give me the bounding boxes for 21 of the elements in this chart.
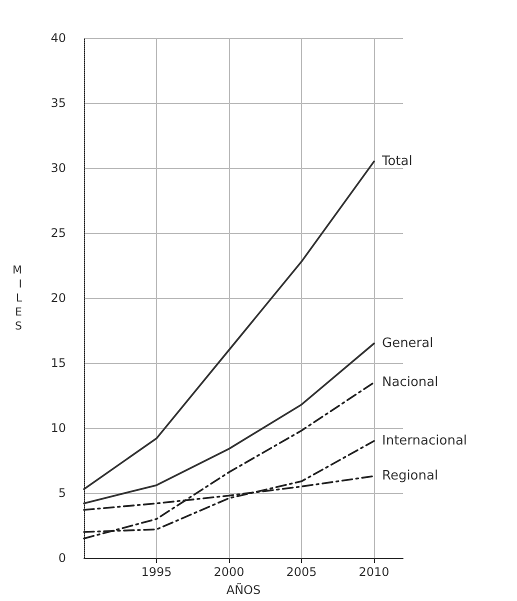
x-tick-label: 1995 (141, 565, 172, 579)
y-tick-label: 30 (50, 161, 66, 175)
y-tick-label: 0 (58, 551, 66, 565)
series-label: General (382, 336, 434, 351)
x-tick-label: 2010 (358, 565, 390, 579)
x-tick-label: 2000 (214, 565, 244, 579)
y-tick-label: 5 (58, 486, 66, 500)
series-label: Nacional (382, 375, 438, 390)
x-axis-title: AÑOS (226, 582, 261, 597)
x-tick-label: 2005 (286, 565, 317, 579)
y-tick-label: 20 (50, 291, 66, 305)
y-axis-title: MILES (12, 264, 23, 332)
y-tick-label: 40 (50, 31, 66, 45)
series-label: Internacional (382, 434, 468, 448)
y-tick-label: 10 (50, 421, 66, 435)
y-tick-label: 25 (50, 226, 66, 240)
y-tick-label: 15 (50, 356, 66, 370)
series-label: Total (381, 154, 412, 169)
y-tick-label: 35 (50, 96, 66, 110)
series-label: Regional (382, 468, 438, 484)
line-series (83, 382, 375, 540)
